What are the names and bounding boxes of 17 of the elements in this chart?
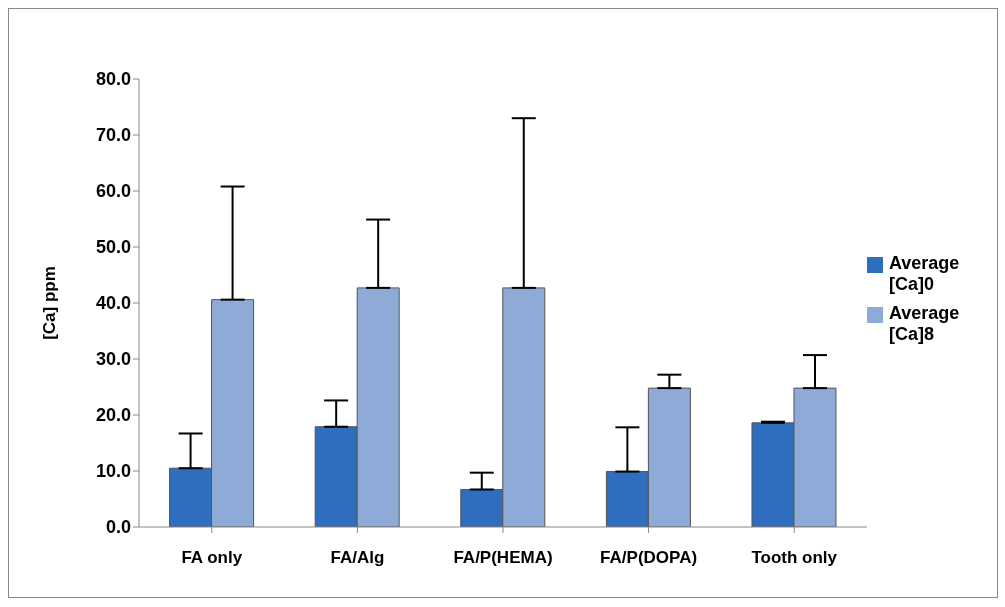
y-tick-label: 30.0 [95, 349, 131, 370]
x-tick-label: FA/P(HEMA) [453, 548, 553, 568]
x-tick-label: FA only [181, 548, 243, 568]
legend-label: Average [Ca]8 [889, 303, 961, 345]
y-tick-label: 10.0 [95, 461, 131, 482]
y-tick-label: 70.0 [95, 125, 131, 146]
y-tick-label: 20.0 [95, 405, 131, 426]
x-tick-label: FA/Alg [330, 548, 385, 568]
y-tick-label: 50.0 [95, 237, 131, 258]
x-tick-label: Tooth only [751, 548, 838, 568]
y-tick-label: 0.0 [105, 517, 131, 538]
x-tick-label: FA/P(DOPA) [600, 548, 698, 568]
y-tick-label: 40.0 [95, 293, 131, 314]
y-axis-title: [Ca] ppm [40, 266, 60, 340]
y-tick-label: 80.0 [95, 69, 131, 90]
y-tick-label: 60.0 [95, 181, 131, 202]
legend-label: Average [Ca]0 [889, 253, 961, 295]
